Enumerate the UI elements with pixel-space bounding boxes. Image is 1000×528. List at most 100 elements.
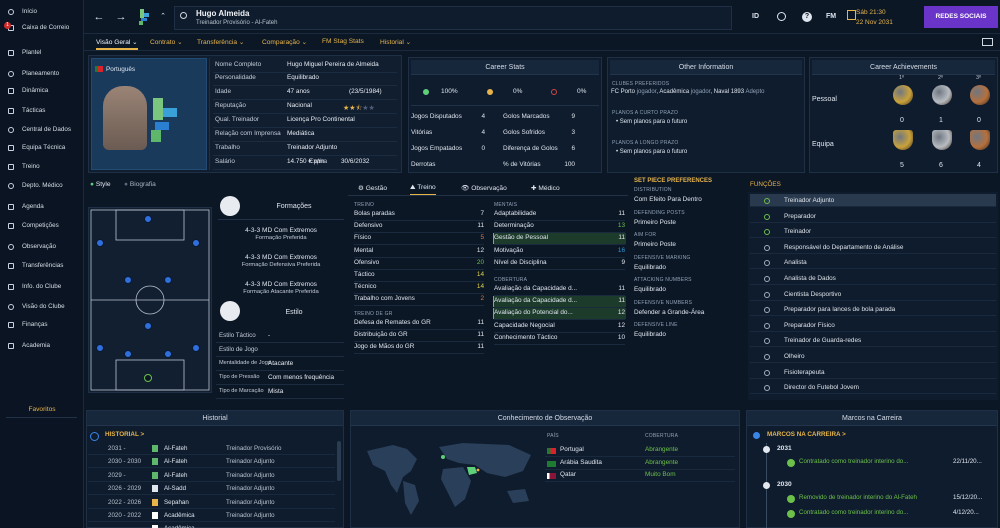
sidebar-item[interactable]: Início	[0, 5, 84, 19]
set-piece-header: AIM FOR	[634, 232, 657, 238]
forward-arrow-icon[interactable]: →	[115, 11, 127, 23]
sidebar-item[interactable]: 1 Caixa de Correio	[0, 21, 84, 35]
sidebar-item[interactable]: Observação	[0, 240, 84, 254]
player-dot[interactable]	[192, 239, 200, 247]
function-item[interactable]: Treinador Adjunto	[750, 194, 996, 207]
sidebar-item-icon	[8, 223, 14, 229]
sidebar-item[interactable]: Dinâmica	[0, 84, 84, 98]
tab-contrato[interactable]: Contrato ⌄	[150, 39, 183, 46]
medal-icon	[970, 85, 990, 105]
sidebar-item[interactable]: Visão do Clube	[0, 300, 84, 314]
sidebar-item[interactable]: Competições	[0, 219, 84, 233]
function-item[interactable]: Fisioterapeuta	[750, 366, 996, 379]
history-club[interactable]: Sepahan	[164, 498, 189, 506]
tab-medico[interactable]: ✚ Médico	[531, 185, 560, 192]
calendar-icon[interactable]	[847, 10, 856, 20]
milestone-text[interactable]: Contratado como treinador interino do...	[799, 458, 909, 465]
function-item[interactable]: Analista de Dados	[750, 272, 996, 285]
history-club[interactable]: Acadêmica	[164, 522, 195, 528]
function-item[interactable]: Treinador	[750, 225, 996, 239]
history-club[interactable]: Al-Fateh	[164, 471, 188, 479]
player-dot[interactable]	[96, 239, 104, 247]
milestones-header[interactable]: MARCOS NA CARREIRA >	[767, 431, 846, 438]
player-dot[interactable]	[96, 344, 104, 352]
fm-button[interactable]: FM	[826, 13, 837, 20]
monitor-icon[interactable]	[982, 38, 993, 46]
historial-scrollbar[interactable]	[337, 441, 341, 481]
profile-field-value: 14.750 € p/m	[287, 158, 325, 165]
tab-observacao[interactable]: 👁 Observação	[461, 185, 507, 192]
tab-gestao[interactable]: ⚙ Gestão	[358, 185, 388, 192]
historial-header[interactable]: HISTORIAL >	[105, 431, 145, 438]
chevron-updown-icon[interactable]: ⌃	[160, 13, 166, 20]
tab-transferencia[interactable]: Transferência ⌄	[197, 39, 245, 46]
sidebar-item[interactable]: Agenda	[0, 200, 84, 214]
sidebar-item[interactable]: Academia	[0, 339, 84, 353]
function-item[interactable]: Preparador	[750, 210, 996, 223]
style-tab[interactable]: ● Style	[90, 181, 111, 188]
function-item[interactable]: Cientista Desportivo	[750, 288, 996, 301]
history-club[interactable]: Al-Sadd	[164, 485, 187, 493]
tab-visao-geral[interactable]: Visão Geral ⌄	[96, 38, 138, 50]
style-label: Estilo Táctico	[219, 332, 256, 339]
history-club[interactable]: Al-Fateh	[164, 445, 188, 452]
sidebar-item-label: Início	[22, 8, 38, 15]
player-dot[interactable]	[192, 344, 200, 352]
ball-icon[interactable]	[777, 12, 786, 21]
sidebar-item[interactable]: Central de Dados	[0, 123, 84, 137]
date-day[interactable]: 22 Nov 2031	[856, 19, 893, 26]
history-club[interactable]: Acadêmica	[164, 512, 195, 519]
history-club[interactable]: Al-Fateh	[164, 458, 188, 466]
history-row[interactable]: 2020 - 2022 Acadêmica Treinador Adjunto	[88, 509, 335, 522]
biografia-tab[interactable]: ● Biografia	[124, 181, 156, 188]
sidebar-item[interactable]: Treino	[0, 160, 84, 174]
sidebar-item[interactable]: Plantel	[0, 46, 84, 60]
sidebar-item[interactable]: Equipa Técnica	[0, 141, 84, 155]
sidebar-favorites[interactable]: Favoritos	[28, 406, 56, 413]
sidebar-item[interactable]: Planeamento	[0, 67, 84, 81]
function-item[interactable]: Analista	[750, 256, 996, 270]
player-dot[interactable]	[144, 322, 152, 330]
search-icon[interactable]	[180, 12, 187, 19]
player-dot[interactable]	[124, 276, 132, 284]
date-time[interactable]: Sáb 21:30	[856, 9, 886, 16]
sidebar-item[interactable]: Finanças	[0, 318, 84, 332]
function-item[interactable]: Olheiro	[750, 350, 996, 363]
milestone-text[interactable]: Contratado como treinador interino do...	[799, 509, 909, 516]
sidebar: Início 1 Caixa de Correio Plantel Planeament…	[0, 0, 84, 528]
help-icon[interactable]: ?	[802, 12, 812, 22]
tab-comparacao[interactable]: Comparação ⌄	[262, 39, 308, 46]
id-button[interactable]: ID	[752, 13, 759, 20]
milestone-text[interactable]: Removido de treinador interino do Al-Fat…	[799, 494, 917, 501]
player-dot[interactable]	[124, 350, 132, 358]
player-dot[interactable]	[144, 215, 152, 223]
milestone-date: 15/12/20...	[953, 494, 983, 501]
history-row[interactable]: 2022 - 2026 Sepahan Treinador Adjunto	[88, 496, 335, 509]
history-row[interactable]: Acadêmica	[88, 522, 335, 528]
history-row[interactable]: 2029 - Al-Fateh Treinador Adjunto	[88, 469, 335, 482]
row-divider	[494, 331, 625, 333]
row-divider	[354, 353, 484, 355]
tab-historial[interactable]: Historial ⌄	[380, 39, 412, 46]
tab-fm-stag-stats[interactable]: FM Stag Stats	[322, 38, 364, 45]
function-item[interactable]: Preparador Físico	[750, 319, 996, 332]
goalkeeper-dot[interactable]	[144, 374, 152, 382]
profile-field-label: Relação com Imprensa	[215, 130, 281, 137]
back-arrow-icon[interactable]: ←	[93, 11, 105, 23]
history-row[interactable]: 2031 - Al-Fateh Treinador Provisório	[88, 442, 335, 455]
player-dot[interactable]	[164, 350, 172, 358]
history-row[interactable]: 2030 - 2030 Al-Fateh Treinador Adjunto	[88, 455, 335, 469]
style-icon	[220, 301, 240, 321]
function-item[interactable]: Responsável do Departamento de Análise	[750, 241, 996, 254]
sidebar-item[interactable]: Info. do Clube	[0, 280, 84, 294]
sidebar-item[interactable]: Transferências	[0, 259, 84, 273]
sidebar-item[interactable]: Depto. Médico	[0, 179, 84, 193]
function-item[interactable]: Preparador para lances de bola parada	[750, 303, 996, 317]
player-dot[interactable]	[164, 276, 172, 284]
history-row[interactable]: 2026 - 2029 Al-Sadd Treinador Adjunto	[88, 482, 335, 496]
function-item[interactable]: Director do Futebol Jovem	[750, 381, 996, 395]
sidebar-item[interactable]: Tácticas	[0, 104, 84, 118]
search-bar[interactable]	[174, 6, 732, 30]
social-button[interactable]: REDES SOCIAIS	[924, 6, 998, 28]
function-item[interactable]: Treinador de Guarda-redes	[750, 334, 996, 348]
